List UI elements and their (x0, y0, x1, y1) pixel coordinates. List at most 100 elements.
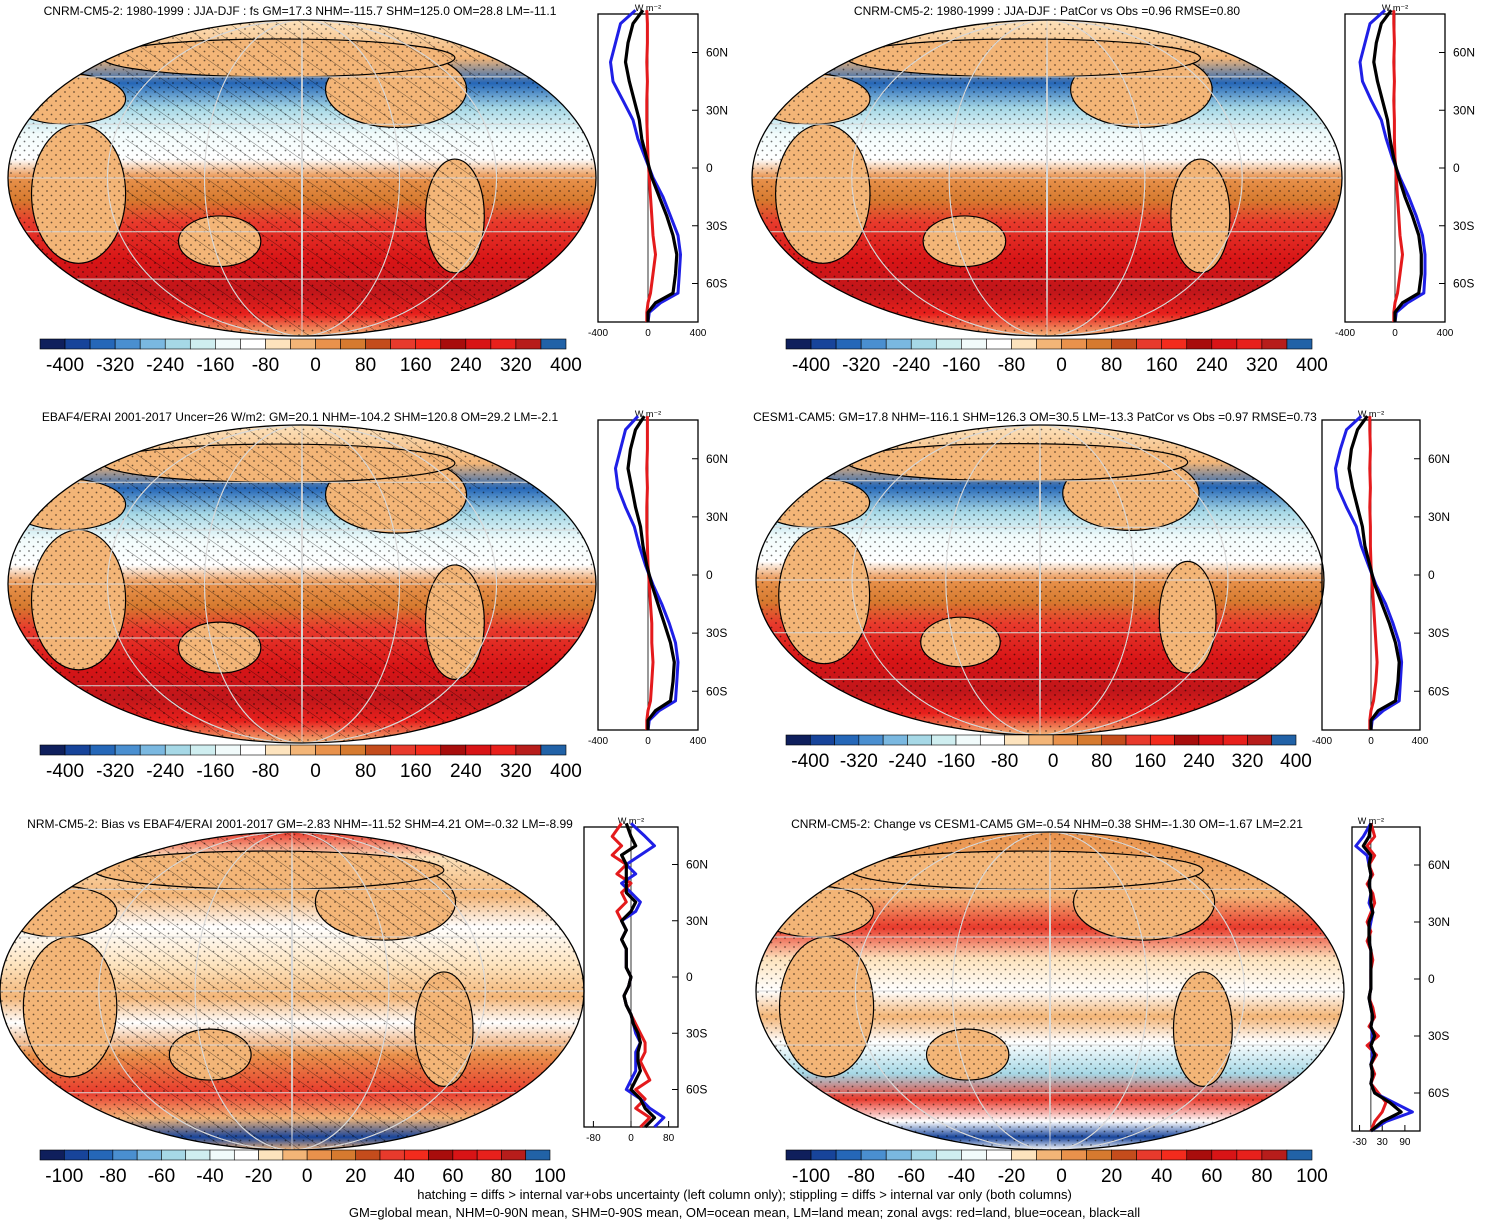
colorbar-swatch (240, 338, 266, 350)
colorbar-tick-label: 80 (1101, 355, 1122, 376)
graticule-meridian (948, 20, 1146, 336)
colorbar-swatch (1186, 338, 1213, 350)
colorbar-swatch (306, 1149, 332, 1161)
colorbar-swatch (961, 338, 987, 350)
colorbar-swatch (1028, 734, 1054, 746)
colorbar-swatch (1261, 1149, 1288, 1161)
zonal-y-tick-label: 0 (1428, 568, 1435, 582)
panel-4: CESM1-CAM5: GM=17.8 NHM=-116.1 SHM=126.3… (753, 409, 1450, 772)
colorbar-swatch (164, 744, 191, 756)
zonal-series-line (1368, 416, 1379, 730)
zonal-series-line (1361, 822, 1403, 1133)
colorbar-swatch (931, 734, 957, 746)
colorbar-swatch (390, 744, 417, 756)
colorbar-swatch (1111, 338, 1137, 350)
colorbar-tick-label: -20 (998, 1166, 1025, 1187)
panel-2: CNRM-CM5-2: 1980-1999 : JJA-DJF : PatCor… (751, 3, 1475, 376)
colorbar-tick-label: -80 (252, 761, 279, 782)
graticule-meridian (301, 425, 303, 743)
colorbar-tick-label: -20 (245, 1166, 272, 1187)
graticule-meridian (854, 832, 1246, 1150)
panel-5: NRM-CM5-2: Bias vs EBAF4/ERAI 2001-2017 … (0, 816, 708, 1187)
colorbar-swatch (215, 744, 241, 756)
graticule-meridian (203, 20, 401, 336)
colorbar-tick-label: -400 (46, 355, 84, 376)
colorbar-swatch (885, 1149, 912, 1161)
colorbar-swatch (882, 734, 908, 746)
colorbar-swatch (1149, 734, 1175, 746)
zonal-y-tick-label: 30S (706, 626, 727, 640)
colorbar-tick-label: 240 (450, 355, 482, 376)
graticule-meridian (203, 425, 401, 743)
colorbar-tick-label: -80 (99, 1166, 126, 1187)
colorbar-swatch (1211, 1149, 1238, 1161)
colorbar-tick-label: 320 (1246, 355, 1278, 376)
colorbar-swatch (1011, 1149, 1037, 1161)
map-outline (7, 424, 597, 744)
colorbar-swatch (415, 744, 442, 756)
colorbar-swatch (935, 1149, 962, 1161)
map-field (756, 832, 1344, 1150)
colorbar-swatch (39, 1149, 65, 1161)
colorbar-swatch (112, 1149, 138, 1161)
colorbar-tick-label: 320 (1232, 751, 1264, 772)
colorbar-swatch (331, 1149, 357, 1161)
colorbar-swatch (1161, 338, 1188, 350)
colorbar-tick-label: 80 (491, 1166, 512, 1187)
zonal-x-tick-label: -400 (1335, 328, 1355, 339)
zonal-unit-label: W m⁻² (635, 409, 661, 419)
graticule-meridian (98, 832, 486, 1150)
zonal-y-tick-label: 60S (1453, 277, 1474, 291)
colorbar-swatch (1198, 734, 1224, 746)
zonal-y-tick-label: 60S (1428, 1086, 1449, 1100)
colorbar-swatch (1061, 1149, 1087, 1161)
colorbar-swatch (89, 744, 116, 756)
colorbar-tick-label: 400 (550, 355, 582, 376)
colorbar-swatch (860, 338, 887, 350)
panel-1: CNRM-CM5-2: 1980-1999 : JJA-DJF : fs GM=… (7, 3, 728, 376)
zonal-unit-label: W m⁻² (1358, 409, 1384, 419)
zonal-y-tick-label: 60N (1428, 452, 1450, 466)
map-field (752, 20, 1342, 336)
graticule-meridian (1049, 832, 1051, 1150)
colorbar-swatch (390, 338, 417, 350)
colorbar-swatch (136, 1149, 162, 1161)
graticule-meridian (851, 20, 1243, 336)
colorbar-tick-label: 0 (310, 761, 321, 782)
colorbar-swatch (490, 744, 517, 756)
colorbar-tick-label: 0 (1056, 1166, 1067, 1187)
colorbar-swatch (955, 734, 981, 746)
colorbar-swatch (1174, 734, 1200, 746)
zonal-x-tick-label: -80 (586, 1133, 601, 1144)
colorbar-swatch (785, 1149, 812, 1161)
zonal-x-tick-label: 30 (1377, 1137, 1389, 1148)
map-outline (7, 19, 597, 337)
colorbar-swatch (265, 338, 291, 350)
colorbar-tick-label: 400 (1280, 751, 1312, 772)
colorbar-tick-label: 160 (400, 355, 432, 376)
colorbar-swatch (858, 734, 884, 746)
colorbar-swatch (39, 338, 66, 350)
zonal-unit-label: W m⁻² (635, 3, 661, 13)
colorbar-tick-label: -320 (840, 751, 878, 772)
graticule-meridian (951, 832, 1149, 1150)
colorbar-swatch (1222, 734, 1248, 746)
panel-title: CNRM-CM5-2: 1980-1999 : JJA-DJF : fs GM=… (44, 4, 557, 18)
zonal-y-tick-label: 60N (706, 452, 728, 466)
colorbar-tick-label: -240 (146, 761, 184, 782)
colorbar-tick-label: 0 (302, 1166, 313, 1187)
zonal-x-tick-label: -400 (1312, 736, 1332, 747)
zonal-frame (1351, 826, 1421, 1132)
colorbar-swatch (910, 1149, 937, 1161)
zonal-series-line (1347, 415, 1401, 730)
colorbar-tick-label: -320 (842, 355, 880, 376)
zonal-y-tick-label: 60S (686, 1083, 707, 1097)
colorbar-tick-label: 0 (310, 355, 321, 376)
colorbar-tick-label: -160 (196, 761, 234, 782)
colorbar-swatch (515, 744, 542, 756)
zonal-series-line (645, 416, 655, 730)
colorbar-swatch (189, 744, 216, 756)
colorbar-swatch (835, 1149, 862, 1161)
zonal-y-tick-label: 30N (706, 103, 728, 117)
